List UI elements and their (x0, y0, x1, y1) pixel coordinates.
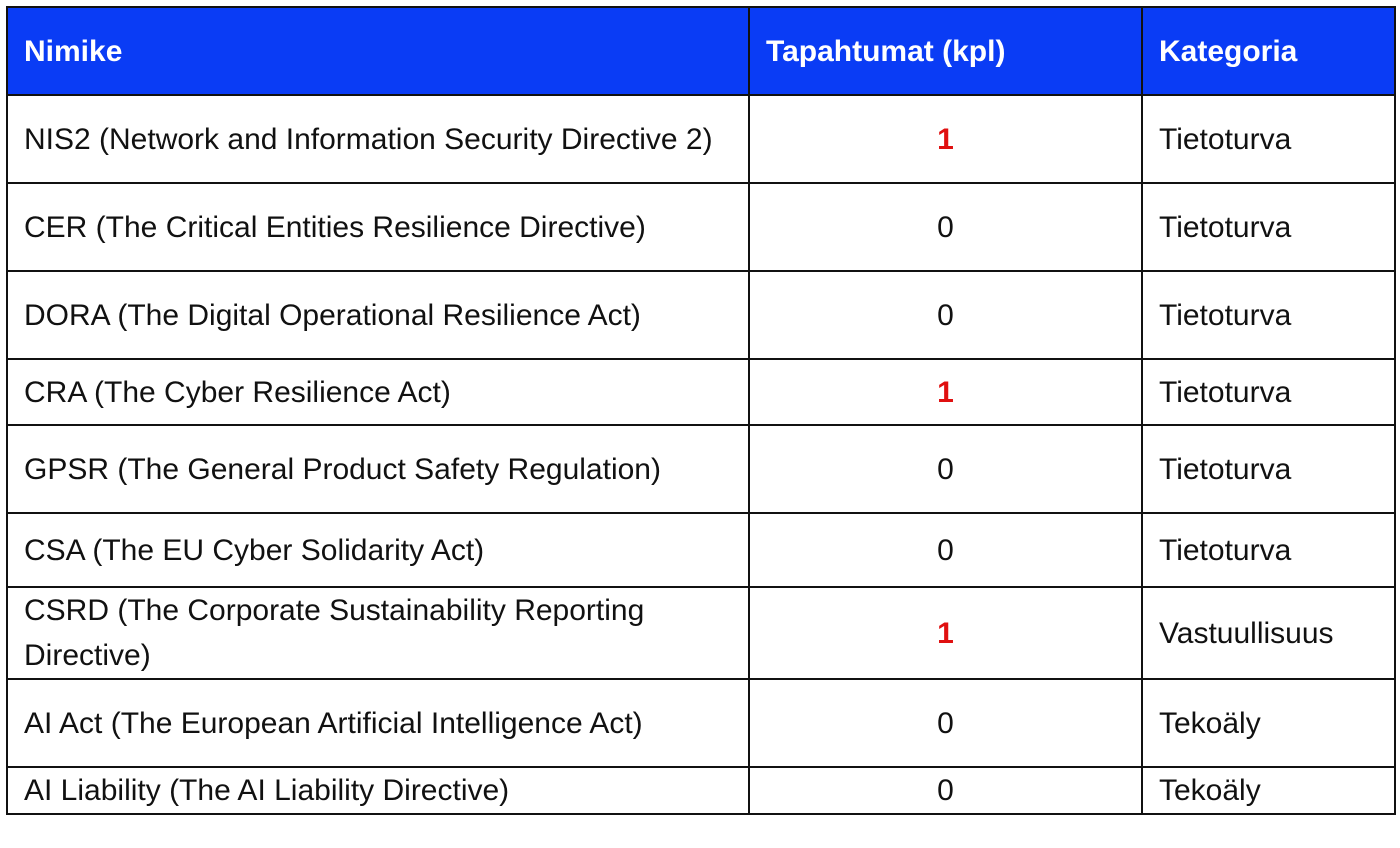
category-cell: Tietoturva (1141, 182, 1396, 272)
category-cell: Tietoturva (1141, 94, 1396, 184)
category-cell: Vastuullisuus (1141, 586, 1396, 680)
table-row: NIS2 (Network and Information Security D… (6, 94, 1396, 184)
count-cell: 0 (748, 424, 1143, 514)
title-cell: AI Act (The European Artificial Intellig… (6, 678, 750, 768)
category-cell: Tekoäly (1141, 678, 1396, 768)
count-cell: 0 (748, 766, 1143, 815)
header-cell: Nimike (6, 6, 750, 96)
category-cell: Tietoturva (1141, 424, 1396, 514)
table-row: DORA (The Digital Operational Resilience… (6, 270, 1396, 360)
count-cell: 0 (748, 270, 1143, 360)
header-row: Nimike Tapahtumat (kpl) Kategoria (6, 6, 1396, 96)
category-cell: Tietoturva (1141, 270, 1396, 360)
table-row: CER (The Critical Entities Resilience Di… (6, 182, 1396, 272)
category-cell: Tietoturva (1141, 512, 1396, 588)
count-cell: 0 (748, 182, 1143, 272)
table-row: CSRD (The Corporate Sustainability Repor… (6, 586, 1396, 680)
count-cell: 1 (748, 358, 1143, 426)
category-cell: Tekoäly (1141, 766, 1396, 815)
table-row: AI Act (The European Artificial Intellig… (6, 678, 1396, 768)
category-cell: Tietoturva (1141, 358, 1396, 426)
title-cell: NIS2 (Network and Information Security D… (6, 94, 750, 184)
title-cell: CSRD (The Corporate Sustainability Repor… (6, 586, 750, 680)
count-cell: 1 (748, 94, 1143, 184)
title-cell: CRA (The Cyber Resilience Act) (6, 358, 750, 426)
regulation-table: Nimike Tapahtumat (kpl) Kategoria NIS2 (Ne… (6, 6, 1396, 815)
table-row: AI Liability (The AI Liability Directive… (6, 766, 1396, 815)
table-row: GPSR (The General Product Safety Regulat… (6, 424, 1396, 514)
table-row: CSA (The EU Cyber Solidarity Act) 0 Tietot… (6, 512, 1396, 588)
title-cell: DORA (The Digital Operational Resilience… (6, 270, 750, 360)
title-cell: CSA (The EU Cyber Solidarity Act) (6, 512, 750, 588)
header-cell: Tapahtumat (kpl) (748, 6, 1143, 96)
table-wrap: Nimike Tapahtumat (kpl) Kategoria NIS2 (Ne… (6, 6, 1396, 815)
table-head: Nimike Tapahtumat (kpl) Kategoria (6, 6, 1396, 96)
count-cell: 1 (748, 586, 1143, 680)
table-body: NIS2 (Network and Information Security D… (6, 94, 1396, 815)
title-cell: CER (The Critical Entities Resilience Di… (6, 182, 750, 272)
title-cell: GPSR (The General Product Safety Regulat… (6, 424, 750, 514)
title-cell: AI Liability (The AI Liability Directive… (6, 766, 750, 815)
count-cell: 0 (748, 512, 1143, 588)
table-row: CRA (The Cyber Resilience Act) 1 Tietoturv… (6, 358, 1396, 426)
count-cell: 0 (748, 678, 1143, 768)
header-cell: Kategoria (1141, 6, 1396, 96)
